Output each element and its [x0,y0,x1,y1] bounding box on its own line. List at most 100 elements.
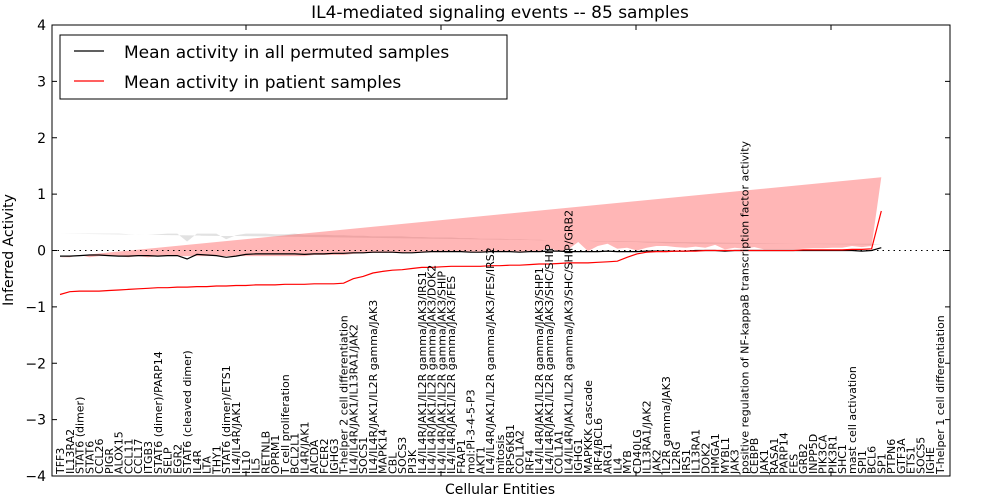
x-tick-label: IL4/IL4R/JAK1/IL2R gamma/JAK3/SHIP [435,271,448,474]
x-tick-label: JAK2 [650,449,663,475]
y-tick-label: −2 [25,356,46,372]
x-tick-label: MYBL1 [719,437,732,474]
x-tick-label: CCL11 [122,439,135,475]
x-tick-label: ETS1 [905,446,918,474]
x-tick-label: SOCS1 [357,437,370,474]
x-tick-label: IL4/IL4R/JAK1 [230,401,243,474]
x-tick-label: AKT1 [474,446,487,474]
x-tick-label: BCL6 [866,446,879,474]
x-tick-label: BCL2L1 [289,433,302,474]
x-tick-label: OPRM1 [269,435,282,474]
x-tick-label: STAT6 (dimer)/PARP14 [152,351,165,474]
x-tick-label: MYB [621,450,634,474]
x-tick-label: ITGB3 [142,441,155,474]
series-lines [52,210,950,296]
x-tick-label: T cell proliferation [279,374,292,475]
x-tick-label: SOCS3 [396,437,409,474]
band-1 [60,177,882,258]
x-tick-label: SP1 [875,453,888,474]
x-tick-label: JAK1 [758,449,771,475]
x-tick-label: STAT6 (dimer) [74,397,87,474]
x-tick-label: IL4/IL4R/JAK1/IL2R gamma/JAK3/SHC/SHIP [543,244,556,474]
x-tick-label: IL4/IL4R/JAK1/IL13RA1/JAK2 [347,324,360,474]
x-tick-label: COL1A1 [553,430,566,474]
x-tick-label: IL4/IL4R/JAK1/IL2R gamma/JAK3/FES [445,276,458,474]
x-tick-label: IL13RA1/JAK2 [641,400,654,474]
y-tick-label: 2 [37,131,46,147]
x-tick-label: MAPK14 [377,429,390,474]
x-tick-label: THY1 [210,445,223,475]
x-tick-label: IL4/IL4R/JAK1/IL2R gamma/JAK3/IRS1 [416,271,429,474]
x-tick-label: FCER2 [318,438,331,474]
x-tick-label: JAK3 [729,449,742,475]
y-tick-label: 3 [37,74,46,90]
y-tick-label: −3 [25,413,46,429]
x-tick-label: RPS6KB1 [504,424,517,474]
x-tick-label: IL2RG [670,441,683,474]
x-tick-label: IGHG3 [328,438,341,474]
x-tick-label: AICDA [308,439,321,474]
x-tick-label: IRF4/BCL6 [592,418,605,474]
x-tick-label: STAT6 (dimer)/ETS1 [220,365,233,474]
y-ticks: 4 3 2 1 0 −1 −2 −3 −4 [25,18,950,485]
x-tick-label: CCL17 [132,439,145,475]
x-tick-label: IL4/IL4R/JAK1/IL2R gamma/JAK3/SHC/SHIP/G… [562,210,575,474]
x-tick-label: IL13RA2 [64,429,77,474]
series-line-1 [59,210,882,296]
x-tick-label: mast cell activation [846,366,859,474]
x-tick-label: IL2R gamma/JAK3 [660,376,673,474]
x-tick-label: mol:PI-3-4-5-P3 [465,389,478,474]
x-tick-label: MAPKKK cascade [582,380,595,474]
x-tick-label: IL13RA1 [690,429,703,474]
x-tick-label: IL4/IL4R/JAK1/IL2R gamma/JAK3 [367,300,380,474]
y-tick-label: −1 [25,300,46,316]
legend: Mean activity in all permuted samples Me… [59,34,508,100]
x-tick-label: SOCS5 [914,437,927,474]
x-tick-label: T-helper 2 cell differentiation [338,315,351,475]
x-tick-label: COL1A2 [514,430,527,474]
plot-frame [51,24,951,477]
x-tick-label: CCL26 [93,439,106,475]
x-tick-label: IL4R [191,450,204,474]
x-tick-label: GRB2 [797,443,810,474]
x-tick-label: EGR2 [171,444,184,474]
x-tick-label: FRAP1 [455,439,468,474]
x-tick-label: CEBPB [748,438,761,474]
x-tick-label: PIK3R1 [826,435,839,474]
x-tick-label: IGHG1 [572,438,585,474]
x-tick-label: PIK3CA [817,434,830,474]
x-tick-label: RETNLB [259,431,272,474]
x-tick-label: ARG1 [602,443,615,474]
legend-label-permuted: Mean activity in all permuted samples [124,43,449,63]
x-tick-label: IL10 [240,451,253,474]
x-tick-label: STAT6 (cleaved dimer) [181,350,194,474]
x-tick-label: TFF3 [54,448,67,475]
x-tick-label: IL4/IL4R/JAK1/IL2R gamma/JAK3/DOK2 [426,265,439,474]
x-tick-label: RASA1 [768,438,781,474]
x-tick-label: IL4/IL4R/JAK1/IL2R gamma/JAK3/SHP1 [533,267,546,474]
band-0 [60,233,882,245]
chart-title: IL4-mediated signaling events -- 85 samp… [311,3,689,23]
x-tick-label: SHC1 [836,444,849,474]
x-tick-label: IL5 [250,458,263,474]
x-tick-label: ALOX15 [113,431,126,474]
x-tick-label: PARP14 [778,432,791,474]
x-tick-label: IGHE [924,447,937,474]
x-tick-label: IRS1 [680,449,693,474]
y-tick-label: −4 [25,469,46,485]
x-tick-label: CD40LG [631,429,644,474]
x-tick-label: positive regulation of NF-kappaB transcr… [738,140,751,474]
x-tick-label: PIGR [103,448,116,474]
confidence-bands [60,177,882,258]
y-tick-label: 1 [37,187,46,203]
x-tick-label: INPP5D [807,434,820,474]
x-tick-label: PI3K [406,449,419,474]
x-tick-label: DOK2 [699,443,712,474]
x-tick-label: IRF4 [523,450,536,474]
y-axis-label: Inferred Activity [1,194,17,306]
x-tick-label: IL4/IL4R/JAK1/IL2R gamma/JAK3/FES/IRS2 [484,247,497,474]
x-tick-label: FES [787,454,800,474]
x-tick-label: STAT6 [83,441,96,474]
y-tick-label: 0 [37,244,46,260]
